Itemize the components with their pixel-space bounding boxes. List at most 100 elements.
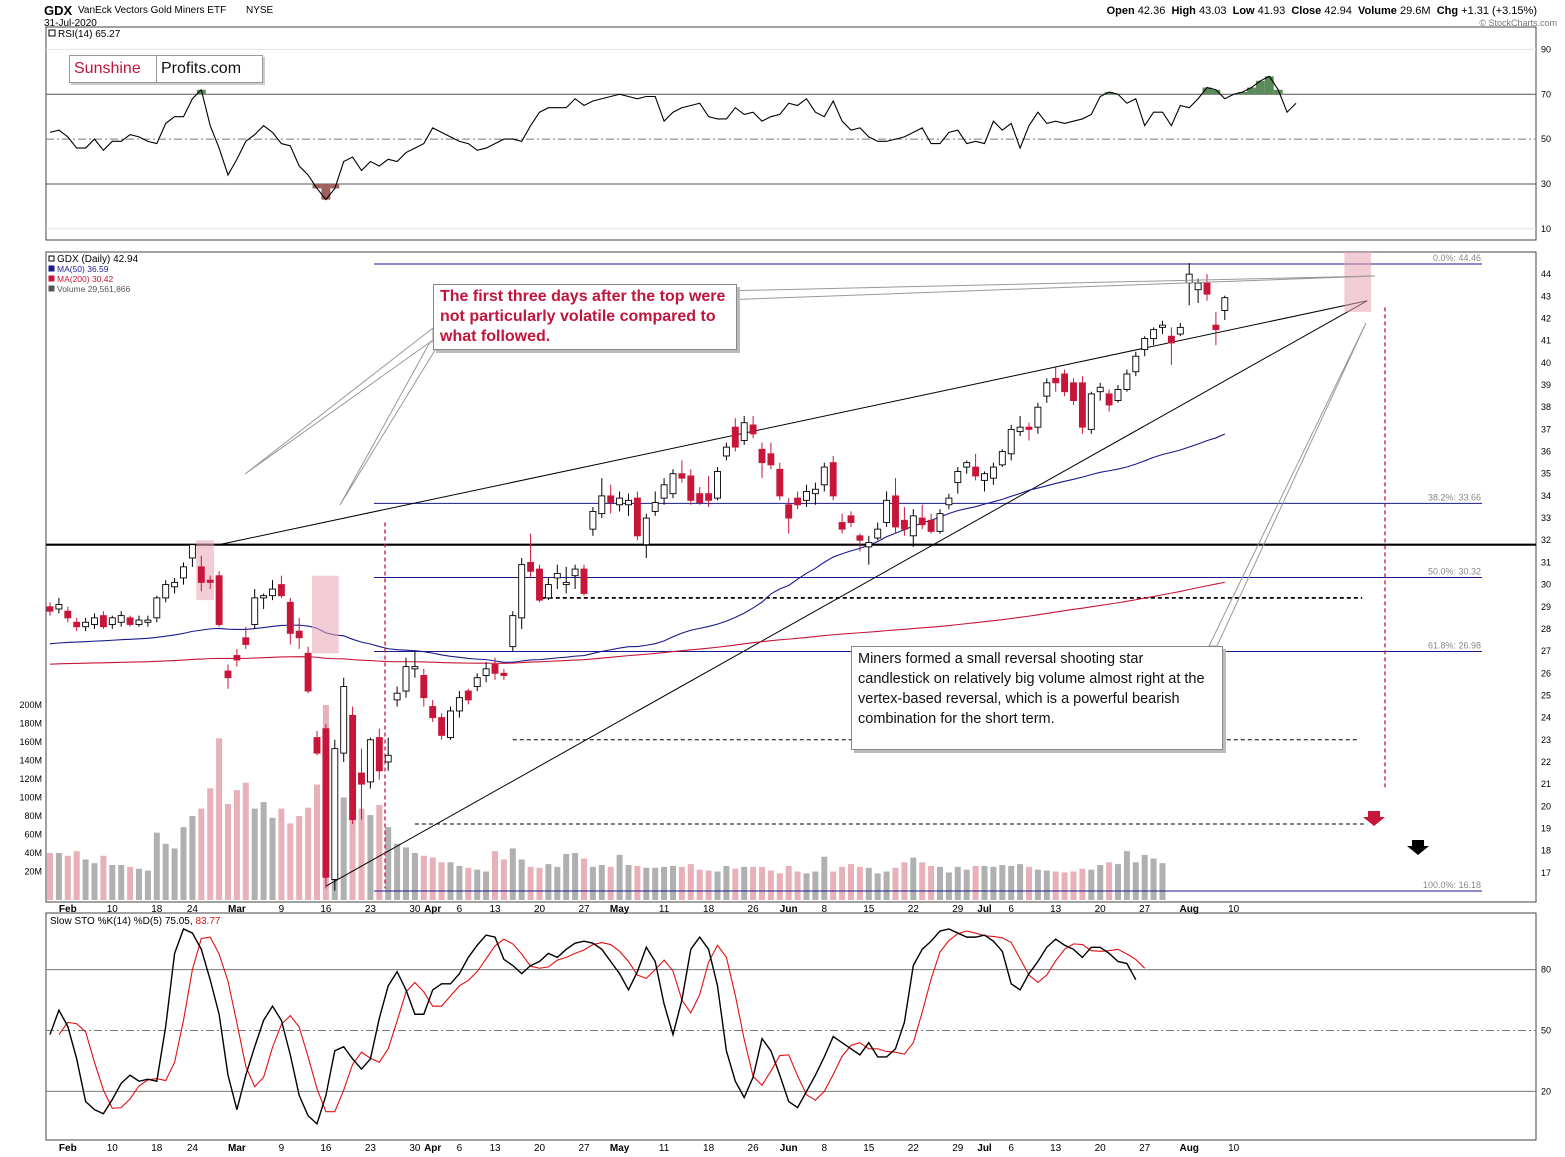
chart-date: 31-Jul-2020: [44, 18, 97, 29]
candle-body: [366, 739, 374, 783]
candle-body: [242, 637, 250, 645]
volume-bar: [358, 808, 365, 900]
price-legend-entry: MA(50) 36.59: [57, 264, 109, 274]
volume-bar: [536, 867, 543, 900]
candle-body: [1114, 389, 1122, 402]
candle-body: [313, 737, 321, 754]
candle-body: [794, 497, 802, 506]
volume-bar: [794, 871, 801, 900]
volume-bar: [652, 867, 659, 900]
candle-body: [571, 568, 579, 577]
sto-tick-label: 80: [1541, 965, 1551, 975]
volume-bar: [812, 871, 819, 900]
candle-body: [767, 453, 775, 466]
volume-bar: [803, 873, 810, 900]
volume-bar: [429, 857, 436, 900]
close-value: 42.94: [1324, 5, 1352, 17]
price-tick-label: 24: [1541, 713, 1551, 723]
candle-body: [1132, 355, 1140, 373]
volume-bar: [865, 867, 872, 900]
volume-bar: [385, 827, 392, 900]
x-axis-label: 20: [534, 904, 546, 915]
x-axis-label: 10: [107, 904, 119, 915]
logo-part-1: Sunshine: [74, 60, 141, 77]
candle-body: [847, 515, 855, 523]
volume-bar: [144, 870, 151, 900]
candle-body: [1105, 393, 1113, 406]
x-axis-label: 13: [489, 904, 501, 915]
volume-tick-label: 180M: [19, 719, 42, 729]
x-axis-label-bottom: 6: [1008, 1143, 1014, 1154]
x-axis-label: 29: [952, 904, 964, 915]
fib-label: 0.0%: 44.46: [1433, 253, 1481, 263]
x-axis-label-bottom: 27: [578, 1143, 590, 1154]
candle-body: [429, 706, 437, 719]
price-legend-swatch: [48, 285, 55, 292]
volume-bar: [1043, 870, 1050, 900]
logo-divider: [156, 56, 157, 82]
volume-bar: [100, 855, 107, 900]
candle-body: [660, 484, 668, 499]
candle-body: [820, 466, 828, 486]
candle-body: [1087, 393, 1095, 430]
x-axis-label: 15: [863, 904, 875, 915]
volume-bar: [349, 791, 356, 900]
volume-bar: [518, 859, 525, 900]
candle-body: [1016, 426, 1024, 433]
rsi-tick-label: 30: [1541, 179, 1551, 189]
x-axis-label-bottom: 8: [822, 1143, 828, 1154]
x-axis-label-bottom: Mar: [228, 1143, 246, 1154]
volume-bar: [928, 865, 935, 900]
x-axis-label: 8: [822, 904, 828, 915]
chg-value: +1.31 (+3.15%): [1461, 5, 1537, 17]
volume-bar: [233, 790, 240, 900]
candle-body: [954, 471, 962, 484]
candle-body: [616, 497, 624, 506]
candle-body: [580, 568, 588, 594]
candle-body: [224, 670, 232, 679]
candle-body: [811, 488, 819, 495]
volume-tick-label: 20M: [24, 867, 42, 877]
candle-body: [669, 473, 677, 495]
candle-body: [162, 584, 170, 599]
volume-bar: [456, 865, 463, 900]
candle-body: [1123, 373, 1131, 390]
volume-bar: [643, 867, 650, 900]
rsi-tick-label: 10: [1541, 224, 1551, 234]
price-tick-label: 25: [1541, 690, 1551, 700]
sto-legend: Slow STO %K(14) %D(5) 75.05, 83.77: [50, 916, 221, 927]
candle-body: [536, 568, 543, 601]
volume-bar: [207, 788, 214, 900]
x-axis-label: Jul: [977, 904, 992, 915]
candle-body: [55, 604, 63, 610]
candle-body: [607, 495, 615, 503]
x-axis-label: 18: [703, 904, 715, 915]
x-axis-label: Apr: [424, 904, 441, 915]
price-legend-entry: GDX (Daily) 42.94: [57, 254, 139, 265]
candle-body: [438, 717, 446, 736]
candle-body: [340, 686, 348, 754]
candle-body: [349, 714, 357, 821]
candle-body: [153, 597, 161, 619]
candle-body: [1096, 386, 1104, 393]
price-tick-label: 29: [1541, 602, 1551, 612]
candle-body: [776, 468, 784, 497]
watermark: © StockCharts.com: [1479, 18, 1557, 28]
x-axis-label: 6: [1008, 904, 1014, 915]
price-tick-label: 31: [1541, 557, 1551, 567]
x-axis-label: 10: [1228, 904, 1240, 915]
x-axis-label-bottom: 26: [748, 1143, 760, 1154]
rsi-tick-label: 90: [1541, 44, 1551, 54]
volume-bar: [1123, 851, 1130, 900]
volume-bar: [545, 864, 552, 900]
price-legend-entry: MA(200) 30.42: [57, 274, 113, 284]
volume-bar: [625, 865, 632, 900]
volume-bar: [589, 866, 596, 900]
price-tick-label: 17: [1541, 868, 1551, 878]
candle-body: [722, 446, 730, 457]
volume-bar: [1079, 868, 1086, 900]
candle-body: [874, 528, 882, 539]
volume-bar: [438, 862, 445, 900]
x-axis-label-bottom: 9: [279, 1143, 285, 1154]
x-axis-label-bottom: 30: [409, 1143, 421, 1154]
